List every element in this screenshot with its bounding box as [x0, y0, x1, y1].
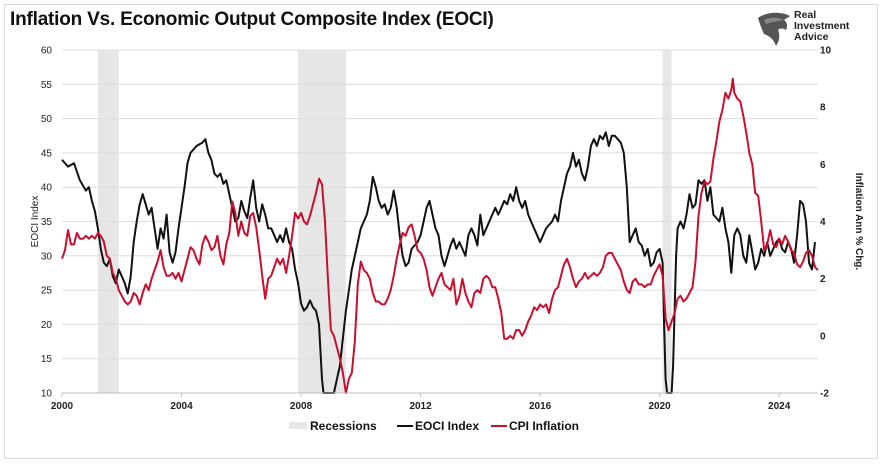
y-left-tick-label: 10 [41, 389, 53, 400]
y-left-tick-label: 50 [41, 114, 53, 125]
logo-line-1: Real [794, 9, 817, 21]
y-right-tick-label: 0 [820, 331, 826, 342]
x-tick-label: 2020 [649, 401, 672, 412]
y-right-axis-title: Inflation Ann % Chg. [853, 173, 864, 271]
x-tick-label: 2016 [529, 401, 552, 412]
logo-line-2: Investment [794, 20, 850, 32]
y-left-tick-label: 45 [41, 148, 53, 159]
y-right-tick-label: 4 [820, 217, 826, 228]
y-left-tick-label: 55 [41, 80, 53, 91]
y-left-tick-label: 30 [41, 251, 53, 262]
y-left-axis-title: EOCI Index [30, 196, 41, 248]
y-left-tick-label: 15 [41, 354, 53, 365]
x-tick-label: 2012 [409, 401, 432, 412]
legend-label-eoci: EOCI Index [415, 419, 479, 433]
y-right-tick-label: 10 [820, 46, 832, 57]
x-tick-label: 2024 [768, 401, 791, 412]
brand-logo: Real Investment Advice [756, 10, 866, 50]
logo-line-3: Advice [794, 31, 829, 43]
logo-text: Real Investment Advice [794, 10, 849, 43]
y-left-tick-label: 60 [41, 46, 53, 57]
y-left-tick-label: 20 [41, 320, 53, 331]
y-left-tick-label: 40 [41, 183, 53, 194]
chart-title: Inflation Vs. Economic Output Composite … [10, 9, 494, 30]
gridlines [62, 49, 818, 394]
x-tick-label: 2004 [170, 401, 193, 412]
legend-label-recessions: Recessions [310, 419, 377, 433]
eagle-head-icon [758, 12, 790, 47]
legend-swatch-recessions [289, 422, 307, 429]
y-left-tick-label: 25 [41, 286, 53, 297]
x-tick-label: 2008 [290, 401, 313, 412]
legend-label-cpi: CPI Inflation [509, 419, 579, 433]
series-line-cpi-inflation [61, 77, 819, 394]
y-left-tick-label: 35 [41, 217, 53, 228]
series-line-eoci-index [61, 131, 816, 394]
legend: Recessions EOCI Index CPI Inflation [289, 419, 579, 433]
y-right-tick-label: 8 [820, 103, 826, 114]
y-right-tick-label: 2 [820, 274, 826, 285]
chart-frame [4, 4, 878, 459]
series-lines [61, 77, 819, 394]
x-tick-label: 2000 [51, 401, 74, 412]
y-right-tick-label: -2 [820, 389, 829, 400]
y-right-tick-label: 6 [820, 160, 826, 171]
